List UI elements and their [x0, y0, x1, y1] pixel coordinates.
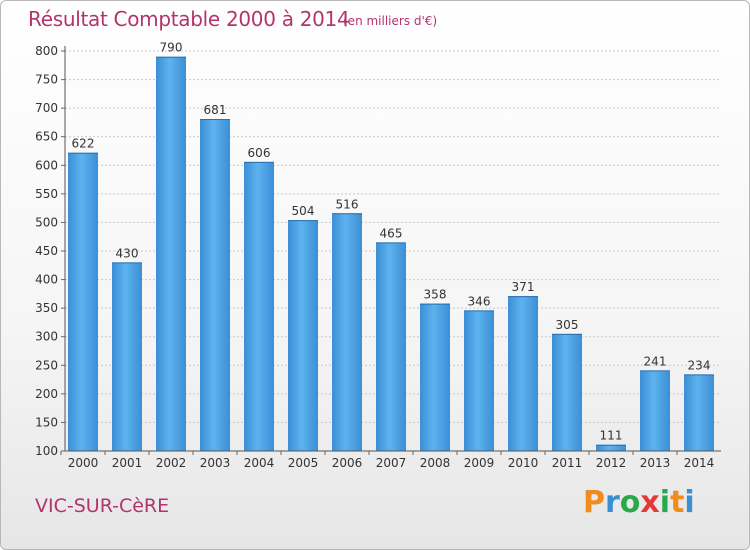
bar-2014[interactable] — [684, 374, 714, 451]
logo-letter: i — [684, 485, 695, 520]
bar-2013[interactable] — [640, 370, 670, 451]
bar-2004[interactable] — [244, 161, 274, 451]
bar-2005[interactable] — [288, 220, 318, 451]
data-label-2010: 371 — [512, 280, 535, 294]
y-tick-label: 100 — [35, 444, 58, 458]
y-tick-label: 800 — [35, 44, 58, 58]
y-tick-label: 150 — [35, 415, 58, 429]
y-tick-label: 350 — [35, 301, 58, 315]
x-tick-label-2009: 2009 — [464, 456, 495, 470]
logo-letter: x — [640, 485, 660, 520]
data-label-2013: 241 — [644, 354, 667, 368]
data-label-2009: 346 — [468, 294, 491, 308]
data-label-2000: 622 — [72, 137, 95, 151]
data-label-2011: 305 — [556, 318, 579, 332]
logo-letter: o — [619, 485, 641, 520]
x-tick-label-2008: 2008 — [420, 456, 451, 470]
data-label-2008: 358 — [424, 288, 447, 302]
chart-subtitle: (en milliers d'€) — [343, 14, 438, 28]
y-tick-label: 650 — [35, 130, 58, 144]
logo-letter: t — [670, 485, 685, 520]
y-tick-label: 250 — [35, 358, 58, 372]
x-tick-label-2006: 2006 — [332, 456, 363, 470]
bar-2010[interactable] — [508, 296, 538, 451]
place-name: VIC-SUR-CèRE — [35, 495, 170, 517]
x-tick-label-2004: 2004 — [244, 456, 275, 470]
data-label-2002: 790 — [160, 41, 183, 55]
y-tick-label: 450 — [35, 244, 58, 258]
x-tick-label-2010: 2010 — [508, 456, 539, 470]
bar-2006[interactable] — [332, 213, 362, 451]
x-tick-label-2013: 2013 — [640, 456, 671, 470]
y-tick-label: 400 — [35, 273, 58, 287]
x-tick-label-2002: 2002 — [156, 456, 187, 470]
bar-2009[interactable] — [464, 310, 494, 451]
bar-2012[interactable] — [596, 444, 626, 451]
x-tick-label-2001: 2001 — [112, 456, 143, 470]
bar-2011[interactable] — [552, 333, 582, 451]
bar-2002[interactable] — [156, 56, 186, 451]
y-tick-label: 300 — [35, 330, 58, 344]
y-tick-label: 200 — [35, 387, 58, 401]
logo-letter: i — [659, 485, 671, 520]
x-tick-label-2003: 2003 — [200, 456, 231, 470]
x-tick-label-2005: 2005 — [288, 456, 319, 470]
bar-2003[interactable] — [200, 119, 230, 451]
bar-2000[interactable] — [68, 152, 98, 451]
y-tick-label: 600 — [35, 158, 58, 172]
x-tick-label-2000: 2000 — [68, 456, 99, 470]
data-label-2014: 234 — [688, 358, 711, 372]
data-label-2004: 606 — [248, 146, 271, 160]
data-label-2007: 465 — [380, 226, 403, 240]
bar-chart: 622 430 790 681 606 504 516 465 358 346 371 305 111 2… — [35, 41, 721, 470]
y-tick-label: 500 — [35, 215, 58, 229]
x-tick-label-2012: 2012 — [596, 456, 627, 470]
chart-title: Résultat Comptable 2000 à 2014 — [28, 7, 350, 31]
data-label-2012: 111 — [600, 429, 623, 443]
bar-2001[interactable] — [112, 262, 142, 451]
y-tick-label: 750 — [35, 73, 58, 87]
proxiti-logo[interactable]: Proxiti — [583, 485, 695, 520]
data-label-2005: 504 — [292, 204, 315, 218]
logo-letter: P — [583, 485, 605, 520]
data-label-2003: 681 — [204, 103, 227, 117]
y-tick-label: 700 — [35, 101, 58, 115]
data-label-2006: 516 — [336, 197, 359, 211]
logo-letter: r — [605, 485, 620, 520]
bar-2008[interactable] — [420, 303, 450, 451]
x-tick-label-2011: 2011 — [552, 456, 583, 470]
bar-2007[interactable] — [376, 242, 406, 451]
x-tick-label-2007: 2007 — [376, 456, 407, 470]
x-tick-label-2014: 2014 — [684, 456, 715, 470]
data-label-2001: 430 — [116, 246, 139, 260]
y-tick-label: 550 — [35, 187, 58, 201]
